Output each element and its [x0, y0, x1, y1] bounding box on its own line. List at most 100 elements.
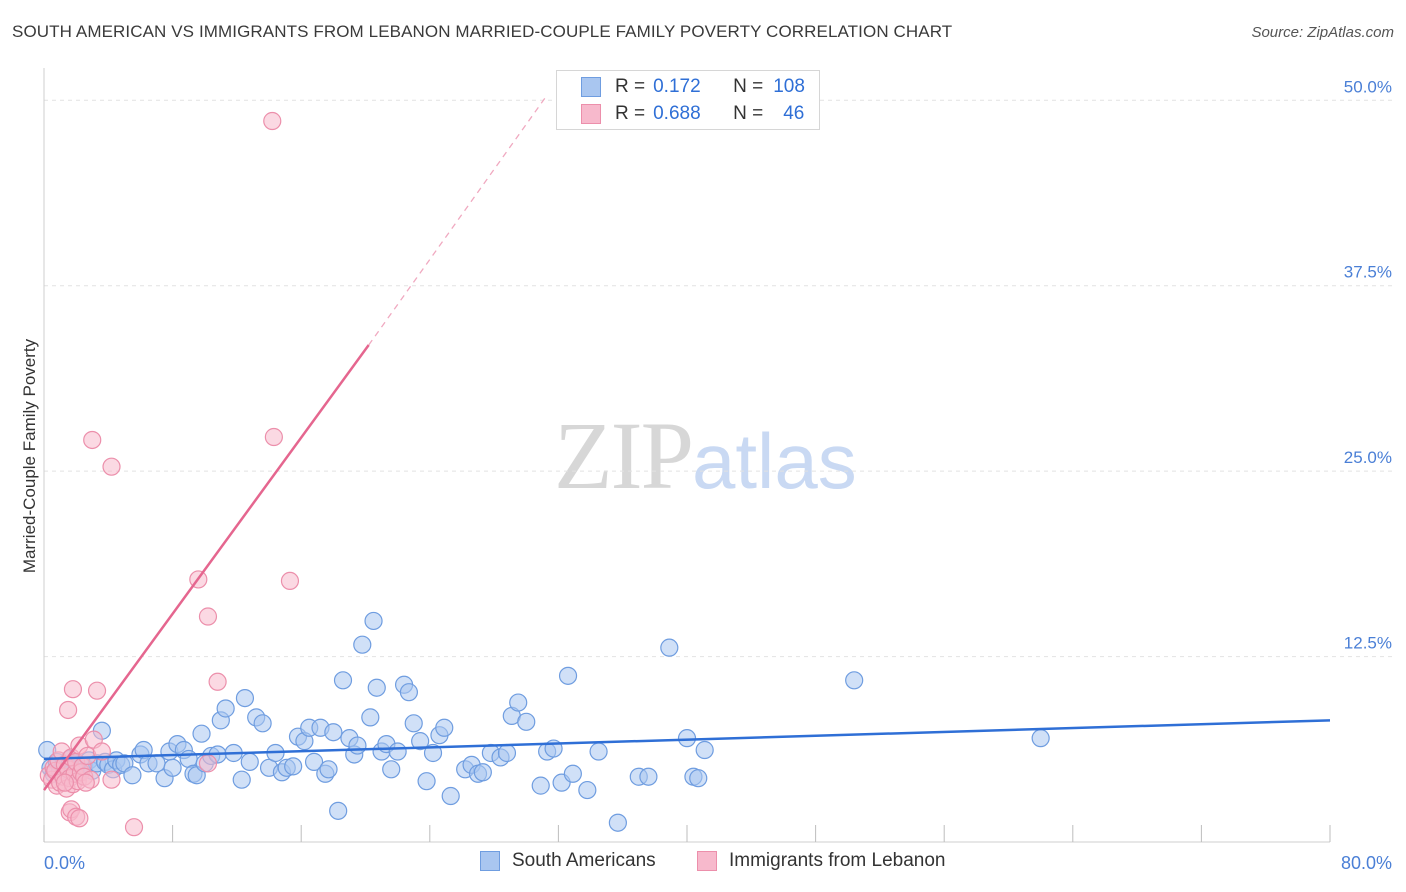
south-american-point: [348, 736, 367, 755]
south-american-point: [232, 770, 251, 789]
lebanon-point: [83, 430, 102, 450]
south-trend-line: [43, 719, 1331, 761]
south-legend-swatch: [480, 851, 500, 871]
lebanon-point: [124, 818, 144, 837]
south-american-point: [304, 752, 324, 771]
south-american-point: [399, 683, 419, 702]
south-american-point: [517, 712, 536, 731]
south-american-point: [367, 678, 386, 697]
y-tick-label: 50.0%: [1344, 77, 1392, 96]
watermark: ZIPatlas: [554, 400, 857, 511]
y-axis-label: Married-Couple Family Poverty: [20, 338, 39, 573]
legend-row-south: R = 0.172 N = 108: [581, 75, 805, 99]
stats-legend: R = 0.172 N = 108 R = 0.688 N = 46: [556, 70, 820, 130]
lebanon-r-value: 0.688: [653, 103, 701, 124]
south-american-point: [411, 732, 430, 751]
lebanon-n-value: 46: [783, 103, 805, 124]
lebanon-trend-line: [42, 344, 370, 791]
south-american-point: [404, 714, 423, 733]
south-american-point: [639, 767, 658, 786]
south-american-point: [695, 740, 714, 760]
south-american-point: [240, 752, 259, 771]
y-tick-label: 37.5%: [1344, 263, 1392, 282]
south-n-value: 108: [773, 76, 805, 97]
south-american-point: [677, 729, 697, 748]
south-american-point: [216, 699, 235, 718]
south-american-point: [497, 743, 517, 763]
chart-title: SOUTH AMERICAN VS IMMIGRANTS FROM LEBANO…: [12, 22, 953, 41]
x-tick-label: 0.0%: [44, 853, 85, 873]
lebanon-point: [55, 773, 74, 792]
lebanon-n-label: N =: [733, 103, 764, 124]
lebanon-point: [76, 773, 95, 792]
south-american-point: [364, 611, 383, 631]
watermark-atlas: atlas: [692, 417, 857, 505]
x-tick-label: 80.0%: [1341, 853, 1392, 873]
lebanon-point: [208, 672, 227, 691]
south-american-point: [123, 766, 142, 785]
lebanon-point: [263, 111, 282, 131]
lebanon-point: [280, 571, 300, 591]
south-american-point: [589, 742, 608, 761]
south-american-point: [319, 760, 338, 779]
south-american-point: [353, 635, 372, 654]
legend-item-lebanon[interactable]: Immigrants from Lebanon: [697, 850, 946, 872]
lebanon-point: [102, 770, 121, 789]
south-american-point: [192, 724, 211, 743]
watermark-zip: ZIP: [554, 402, 694, 509]
source-label: Source: ZipAtlas.com: [1251, 24, 1394, 41]
south-american-point: [1031, 729, 1050, 748]
south-american-point: [689, 769, 708, 788]
south-american-point: [329, 801, 348, 820]
south-legend-label: South Americans: [512, 850, 656, 871]
lebanon-point: [63, 680, 83, 699]
south-american-point: [435, 718, 454, 737]
south-american-point: [660, 638, 679, 657]
south-american-point: [333, 671, 353, 690]
south-american-point: [388, 742, 407, 761]
south-american-point: [578, 780, 597, 800]
south-american-point: [845, 671, 864, 690]
tick-labels: 12.5% 25.0% 37.5% 50.0% 0.0% 80.0%: [44, 77, 1392, 873]
south-r-value: 0.172: [653, 76, 701, 97]
lebanon-point: [59, 700, 78, 720]
south-american-point: [235, 689, 255, 708]
south-r-label: R =: [615, 76, 646, 97]
south-american-point: [163, 758, 182, 777]
south-american-point: [509, 693, 528, 712]
south-american-point: [608, 813, 627, 832]
south-american-points: [38, 611, 1050, 832]
south-american-point: [253, 714, 272, 733]
lebanon-point: [87, 681, 107, 700]
south-american-point: [563, 764, 582, 783]
south-american-point: [441, 786, 460, 806]
south-american-point: [284, 757, 303, 776]
south-american-point: [417, 772, 436, 791]
south-n-label: N =: [733, 76, 764, 97]
south-american-point: [382, 760, 401, 779]
grid-lines: [44, 99, 1392, 658]
south-swatch: [581, 77, 601, 97]
lebanon-legend-label: Immigrants from Lebanon: [729, 850, 946, 871]
south-american-point: [473, 763, 492, 782]
y-tick-label: 25.0%: [1344, 448, 1392, 467]
south-american-point: [531, 776, 550, 795]
lebanon-point: [264, 427, 283, 447]
trend-lines: [42, 96, 1331, 791]
lebanon-point: [102, 457, 121, 476]
lebanon-point: [92, 742, 111, 761]
south-american-point: [423, 743, 443, 763]
legend-item-south[interactable]: South Americans: [480, 850, 656, 872]
axes: [43, 68, 1331, 843]
south-american-point: [324, 723, 343, 742]
y-tick-label: 12.5%: [1344, 634, 1392, 653]
legend-row-lebanon: R = 0.688 N = 46: [581, 102, 804, 126]
south-american-point: [361, 708, 380, 727]
lebanon-trend-extension: [368, 96, 547, 346]
lebanon-r-label: R =: [615, 103, 646, 124]
south-american-point: [558, 666, 578, 685]
lebanon-point: [198, 607, 218, 626]
lebanon-legend-swatch: [697, 851, 717, 871]
lebanon-point: [198, 754, 218, 773]
